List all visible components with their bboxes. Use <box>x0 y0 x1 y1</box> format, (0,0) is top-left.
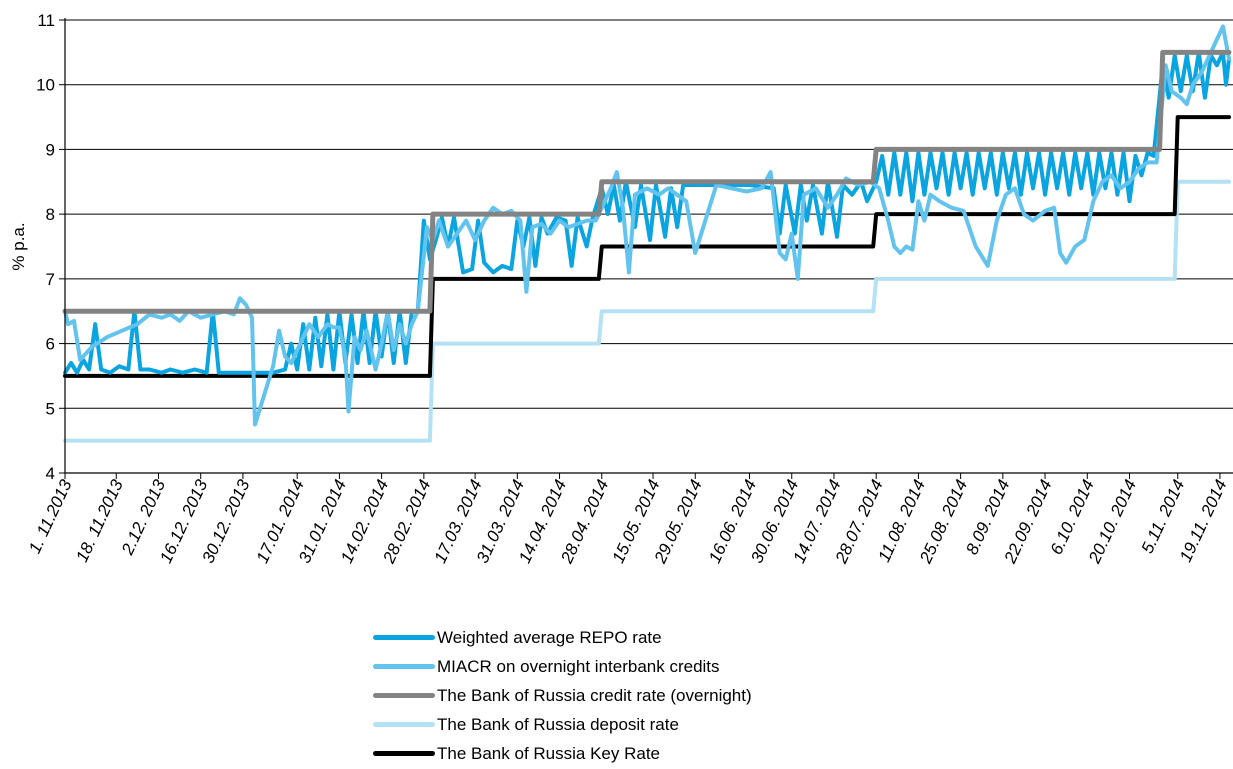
series-line-2 <box>62 49 1232 314</box>
legend-label: MIACR on overnight interbank credits <box>437 656 720 676</box>
legend-label: The Bank of Russia credit rate (overnigh… <box>437 685 752 705</box>
legend-label: Weighted average REPO rate <box>437 627 662 647</box>
series-lines <box>62 24 1232 443</box>
y-axis-title: % p.a. <box>9 222 28 270</box>
series-line-3 <box>63 179 1231 443</box>
x-tick-label: 1. 11.2013 <box>25 476 76 556</box>
legend-swatch <box>373 751 435 756</box>
y-tick-label: 8 <box>46 205 55 224</box>
legend-entry: The Bank of Russia Key Rate <box>373 739 752 768</box>
y-tick-label: 5 <box>46 399 55 418</box>
legend-swatch <box>373 722 435 727</box>
legend-entry: MIACR on overnight interbank credits <box>373 652 752 681</box>
y-tick-label: 9 <box>46 140 55 159</box>
legend-label: The Bank of Russia deposit rate <box>437 714 679 734</box>
series-line-1 <box>63 24 1231 427</box>
series-line-0 <box>63 50 1231 375</box>
y-tick-label: 4 <box>46 464 55 483</box>
legend-entry: The Bank of Russia deposit rate <box>373 710 752 739</box>
gridlines <box>65 19 1233 409</box>
y-tick-label: 11 <box>37 11 55 30</box>
legend-swatch <box>373 635 435 640</box>
legend-entry: The Bank of Russia credit rate (overnigh… <box>373 681 752 710</box>
legend: Weighted average REPO rate MIACR on overn… <box>373 623 752 768</box>
y-tick-label: 7 <box>46 270 55 289</box>
x-tick-label: 18. 11.2013 <box>72 476 127 565</box>
y-tick-labels: 4 5 6 7 8 9 10 11 <box>36 11 55 483</box>
legend-label: The Bank of Russia Key Rate <box>437 743 661 763</box>
axes <box>59 18 1233 479</box>
series-line-4 <box>63 115 1231 378</box>
y-tick-label: 10 <box>36 76 55 95</box>
legend-entry: Weighted average REPO rate <box>373 623 752 652</box>
y-tick-label: 6 <box>46 335 55 354</box>
legend-swatch <box>373 693 435 698</box>
legend-swatch <box>373 664 435 669</box>
